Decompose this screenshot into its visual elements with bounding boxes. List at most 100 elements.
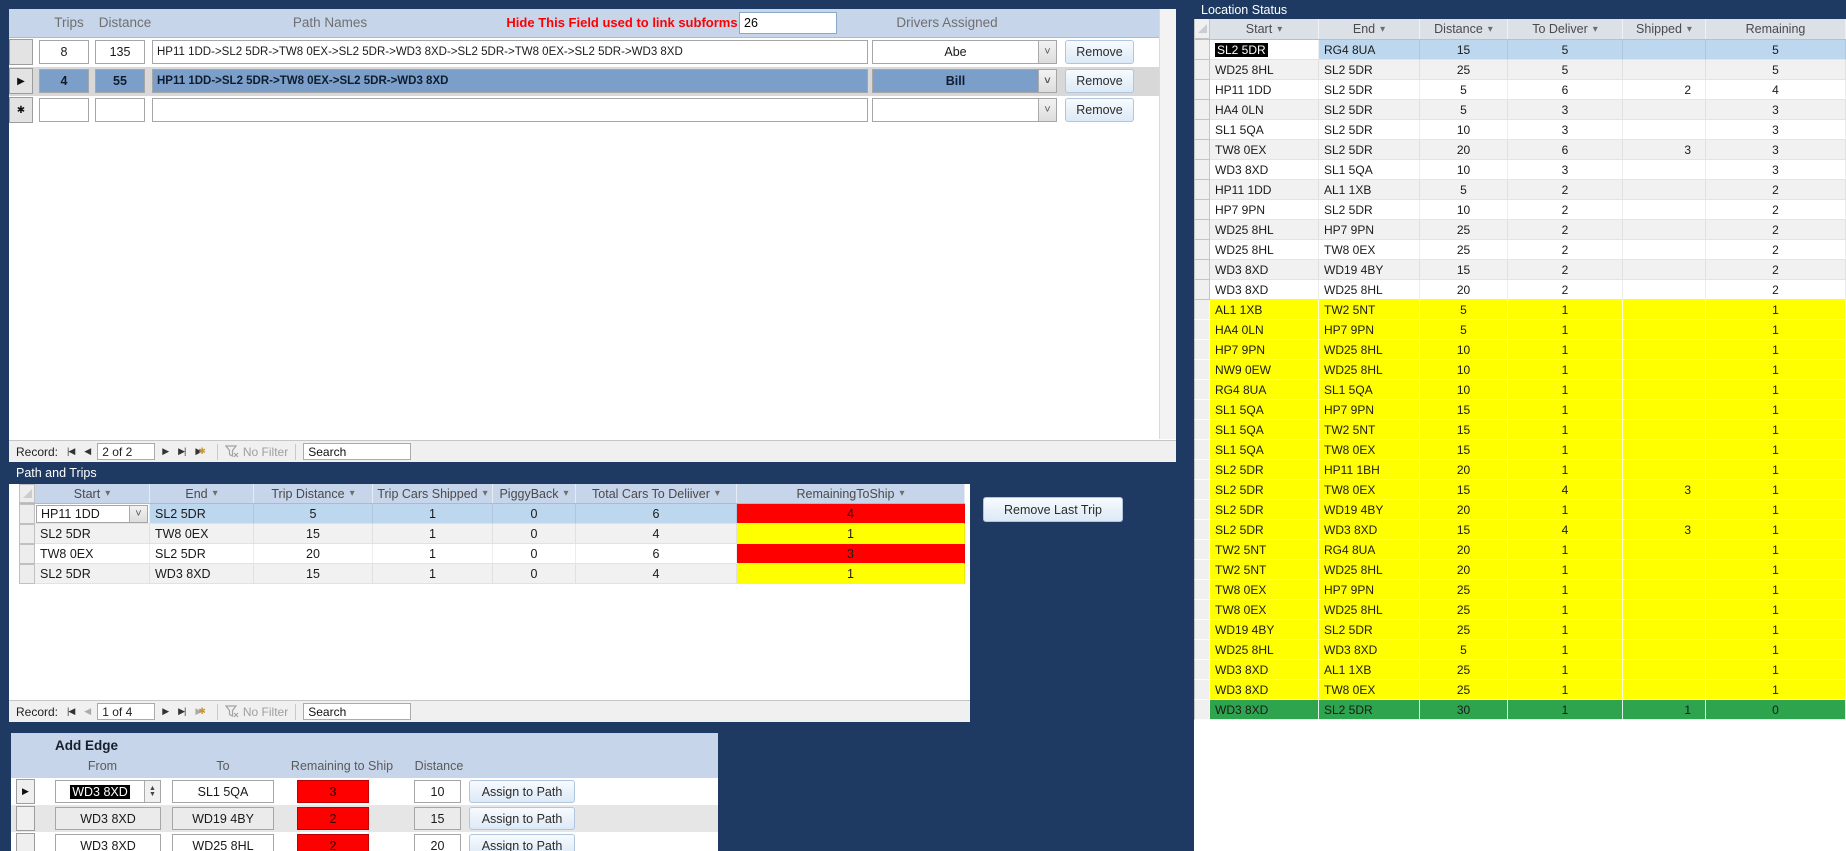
start-cell[interactable]: SL2 5DR	[1210, 520, 1319, 540]
first-record-button[interactable]: |◀	[67, 446, 75, 456]
distance-cell[interactable]: 20	[1420, 140, 1508, 160]
location-status-row[interactable]: RG4 8UA SL1 5QA 10 1 1	[1194, 380, 1846, 400]
location-status-row[interactable]: HP11 1DD SL2 5DR 5 6 2 4	[1194, 80, 1846, 100]
remaining-cell[interactable]: 3	[1706, 160, 1846, 180]
location-status-row[interactable]: HP11 1DD AL1 1XB 5 2 2	[1194, 180, 1846, 200]
shipped-cell[interactable]	[1623, 280, 1706, 300]
end-cell[interactable]: WD25 8HL	[1319, 600, 1420, 620]
location-status-row[interactable]: WD3 8XD SL2 5DR 30 1 1 0	[1194, 700, 1846, 720]
location-status-row[interactable]: SL1 5QA TW2 5NT 15 1 1	[1194, 420, 1846, 440]
remaining-cell[interactable]: 1	[1706, 340, 1846, 360]
shipped-cell[interactable]	[1623, 380, 1706, 400]
location-status-row[interactable]: WD25 8HL TW8 0EX 25 2 2	[1194, 240, 1846, 260]
end-cell[interactable]: SL1 5QA	[1319, 380, 1420, 400]
end-cell[interactable]: SL2 5DR	[1319, 700, 1420, 720]
to-deliver-cell[interactable]: 2	[1508, 260, 1623, 280]
first-record-button[interactable]: |◀	[67, 706, 75, 716]
path-names-field-empty[interactable]	[152, 98, 868, 122]
trip-row[interactable]: TW8 0EX ˅ TW8 0EX SL2 5DR 20 1 0 6 3	[19, 544, 965, 564]
column-header[interactable]: End ▾	[1319, 19, 1420, 39]
remaining-cell[interactable]: 1	[1706, 640, 1846, 660]
to-deliver-cell[interactable]: 3	[1508, 160, 1623, 180]
trip-row[interactable]: HP11 1DD ˅ HP11 1DD SL2 5DR 5 1 0 6 4	[19, 504, 965, 524]
location-status-row[interactable]: TW2 5NT WD25 8HL 20 1 1	[1194, 560, 1846, 580]
distance-cell[interactable]: 15	[1420, 520, 1508, 540]
end-cell[interactable]: SL1 5QA	[1319, 160, 1420, 180]
sort-dropdown-icon[interactable]: ▾	[349, 488, 355, 499]
to-deliver-cell[interactable]: 4	[1508, 520, 1623, 540]
remaining-cell[interactable]: 1	[1706, 360, 1846, 380]
distance-cell[interactable]: 5	[1420, 180, 1508, 200]
start-cell[interactable]: SL1 5QA	[1210, 120, 1319, 140]
to-deliver-cell[interactable]: 1	[1508, 640, 1623, 660]
last-record-button[interactable]: ▶|	[178, 706, 186, 716]
piggyback-cell[interactable]: 0	[493, 504, 576, 524]
remaining-cell[interactable]: 5	[1706, 60, 1846, 80]
remaining-cell[interactable]: 3	[1706, 120, 1846, 140]
to-deliver-cell[interactable]: 2	[1508, 280, 1623, 300]
vertical-scrollbar[interactable]	[1159, 9, 1176, 439]
shipped-cell[interactable]	[1623, 40, 1706, 60]
distance-field[interactable]: 135	[95, 40, 145, 64]
start-cell[interactable]: WD3 8XD	[1210, 260, 1319, 280]
record-selector-cell[interactable]	[1194, 600, 1210, 620]
start-cell[interactable]: HA4 0LN	[1210, 100, 1319, 120]
distance-cell[interactable]: 10	[1420, 360, 1508, 380]
end-cell[interactable]: HP7 9PN	[1319, 220, 1420, 240]
shipped-cell[interactable]	[1623, 400, 1706, 420]
trips-field-empty[interactable]	[39, 98, 89, 122]
remaining-cell[interactable]: 1	[1706, 480, 1846, 500]
start-cell[interactable]: SL1 5QA	[1210, 440, 1319, 460]
location-status-row[interactable]: SL2 5DR TW8 0EX 15 4 3 1	[1194, 480, 1846, 500]
location-status-row[interactable]: HP7 9PN WD25 8HL 10 1 1	[1194, 340, 1846, 360]
column-header[interactable]: Trip Distance ▾	[254, 484, 373, 503]
edge-row[interactable]: ▶ WD3 8XD ▲ ▼ WD19 4BY 2 15 Assign to Pa…	[11, 805, 718, 832]
distance-cell[interactable]: 5	[1420, 300, 1508, 320]
start-combobox[interactable]: HP11 1DD ˅	[36, 504, 148, 523]
new-record-button[interactable]: ▶✱	[195, 706, 205, 716]
to-deliver-cell[interactable]: 1	[1508, 360, 1623, 380]
from-field[interactable]: WD3 8XD ▲ ▼	[55, 807, 161, 830]
remaining-to-ship-field[interactable]: 2	[297, 807, 369, 830]
sort-dropdown-icon[interactable]: ▾	[1487, 23, 1493, 35]
trips-field[interactable]: 4	[39, 69, 89, 93]
column-header[interactable]: RemainingToShip ▾	[737, 484, 965, 503]
start-dropdown-button[interactable]: ˅	[129, 505, 147, 522]
end-cell[interactable]: HP11 1BH	[1319, 460, 1420, 480]
spin-up-icon[interactable]: ▲	[149, 784, 156, 792]
start-cell[interactable]: WD25 8HL	[1210, 60, 1319, 80]
path-record-row[interactable]: ▶ 8 135 HP11 1DD->SL2 5DR->TW8 0EX->SL2 …	[9, 38, 1176, 67]
select-all-corner[interactable]	[19, 484, 35, 503]
link-field-input[interactable]	[739, 12, 837, 34]
location-status-row[interactable]: WD3 8XD SL1 5QA 10 3 3	[1194, 160, 1846, 180]
remaining-cell[interactable]: 2	[1706, 180, 1846, 200]
start-cell[interactable]: HP11 1DD	[1210, 80, 1319, 100]
to-deliver-cell[interactable]: 1	[1508, 600, 1623, 620]
location-status-row[interactable]: WD25 8HL HP7 9PN 25 2 2	[1194, 220, 1846, 240]
distance-cell[interactable]: 10	[1420, 340, 1508, 360]
column-header[interactable]: Distance ▾	[1420, 19, 1508, 39]
driver-combobox-empty[interactable]: ˅	[872, 98, 1057, 122]
location-status-row[interactable]: TW8 0EX HP7 9PN 25 1 1	[1194, 580, 1846, 600]
record-selector-cell[interactable]	[19, 544, 35, 564]
end-cell[interactable]: SL2 5DR	[1319, 120, 1420, 140]
shipped-cell[interactable]	[1623, 540, 1706, 560]
start-cell[interactable]: SL1 5QA	[1210, 400, 1319, 420]
to-deliver-cell[interactable]: 1	[1508, 400, 1623, 420]
start-cell[interactable]: AL1 1XB	[1210, 300, 1319, 320]
end-cell[interactable]: WD25 8HL	[1319, 340, 1420, 360]
end-cell[interactable]: AL1 1XB	[1319, 660, 1420, 680]
record-selector-cell[interactable]	[1194, 580, 1210, 600]
distance-cell[interactable]: 25	[1420, 240, 1508, 260]
to-deliver-cell[interactable]: 3	[1508, 100, 1623, 120]
shipped-cell[interactable]	[1623, 600, 1706, 620]
record-position-box[interactable]: 1 of 4	[97, 703, 156, 720]
distance-cell[interactable]: 10	[1420, 200, 1508, 220]
end-cell[interactable]: SL2 5DR	[1319, 80, 1420, 100]
to-deliver-cell[interactable]: 2	[1508, 180, 1623, 200]
distance-field[interactable]: 20	[414, 834, 461, 851]
start-cell[interactable]: WD3 8XD	[1210, 660, 1319, 680]
distance-cell[interactable]: 25	[1420, 620, 1508, 640]
start-cell[interactable]: NW9 0EW	[1210, 360, 1319, 380]
location-status-row[interactable]: WD19 4BY SL2 5DR 25 1 1	[1194, 620, 1846, 640]
